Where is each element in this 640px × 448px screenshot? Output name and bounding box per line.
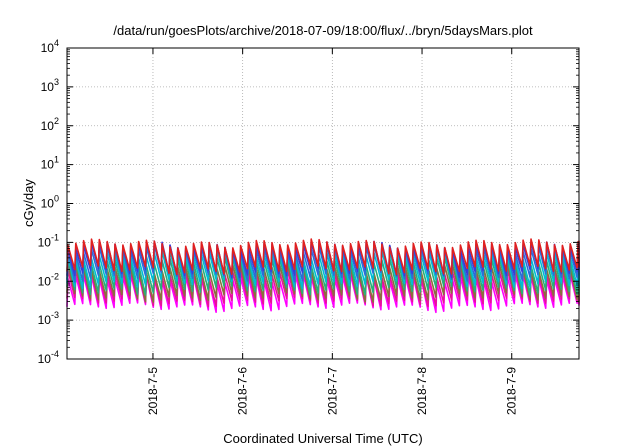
x-tick-label: 2018-7-7 (325, 367, 339, 415)
series-line (66, 238, 580, 276)
y-axis: 10-4 10-3 10-2 10-1 100 101 102 103 104 (38, 38, 579, 366)
y-axis-label: cGy/day (21, 179, 36, 227)
x-tick-label: 2018-7-8 (415, 367, 429, 415)
x-tick-label: 2018-7-6 (236, 367, 250, 415)
y-tick-label: 10-3 (38, 310, 59, 327)
x-axis-label: Coordinated Universal Time (UTC) (223, 431, 422, 446)
y-tick-label: 101 (41, 155, 59, 172)
y-tick-label: 10-1 (38, 232, 59, 249)
x-tick-label: 2018-7-5 (146, 367, 160, 415)
x-axis: 2018-7-5 2018-7-6 2018-7-7 2018-7-8 2018-7-9 (146, 48, 519, 415)
y-tick-label: 10-4 (38, 349, 59, 366)
y-tick-label: 10-2 (38, 271, 59, 288)
series-layer (66, 238, 580, 314)
y-tick-label: 103 (41, 77, 59, 94)
y-tick-label: 100 (41, 194, 59, 211)
x-tick-label: 2018-7-9 (505, 367, 519, 415)
chart-title: /data/run/goesPlots/archive/2018-07-09/1… (113, 23, 533, 38)
y-tick-label: 104 (41, 38, 59, 55)
y-tick-label: 102 (41, 116, 59, 133)
